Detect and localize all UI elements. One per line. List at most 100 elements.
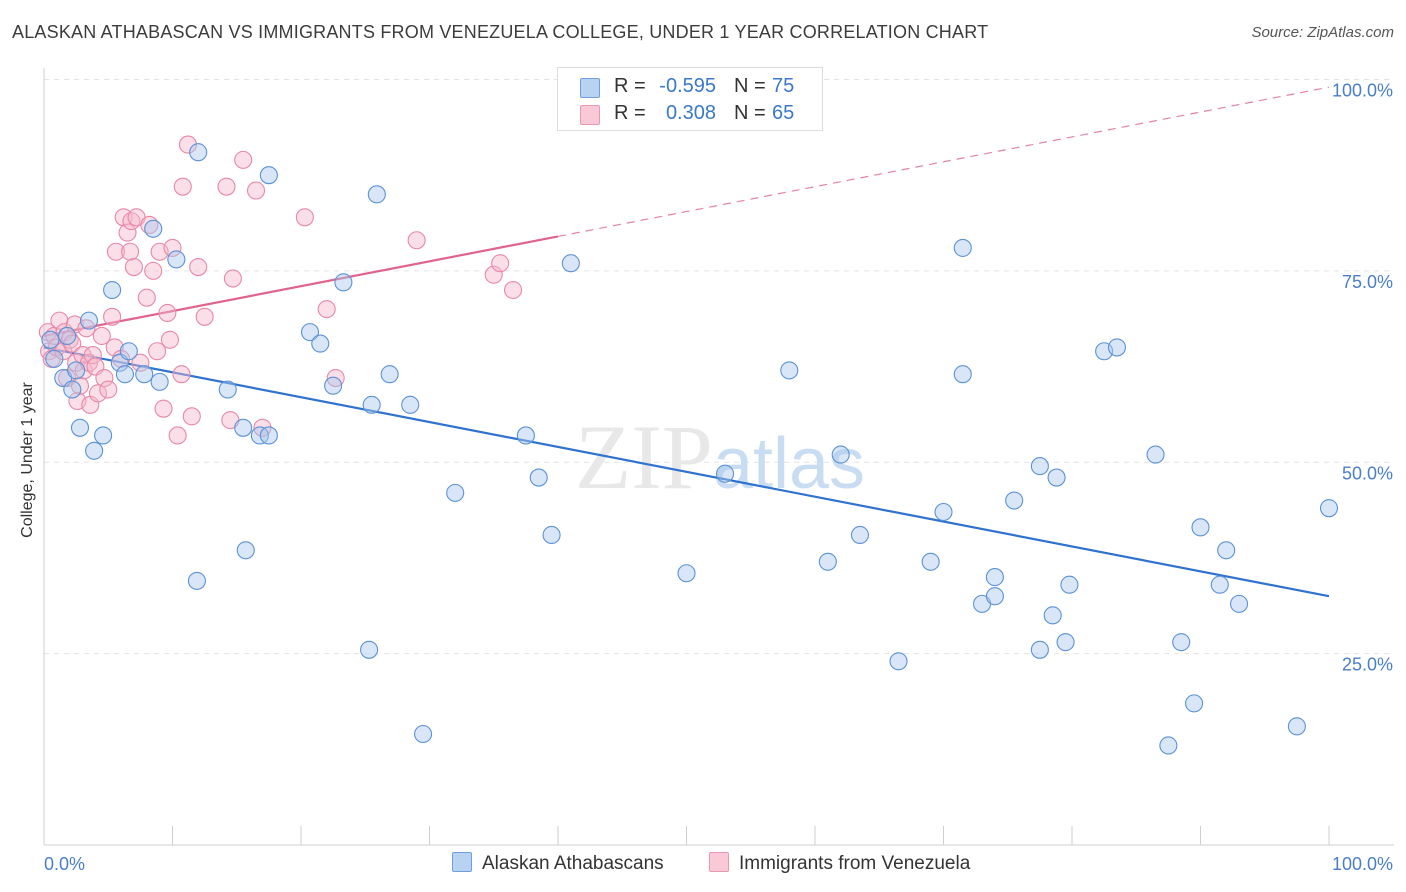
point-athabascan <box>324 376 343 395</box>
point-athabascan <box>677 564 696 583</box>
point-athabascan <box>187 571 206 590</box>
point-athabascan <box>831 445 850 464</box>
point-venezuela <box>106 242 126 261</box>
point-venezuela <box>83 346 102 365</box>
point-athabascan <box>218 380 237 399</box>
point-venezuela <box>154 399 173 418</box>
legend-swatch-blue <box>452 852 472 872</box>
point-athabascan <box>1146 445 1165 464</box>
point-athabascan <box>85 441 104 460</box>
point-athabascan <box>58 326 77 345</box>
y-tick-label: 75.0% <box>1342 272 1393 292</box>
point-athabascan <box>67 361 86 380</box>
point-athabascan <box>135 365 154 384</box>
point-athabascan <box>953 365 972 384</box>
point-venezuela <box>178 135 197 154</box>
point-athabascan <box>850 525 870 545</box>
point-athabascan <box>367 185 386 204</box>
point-athabascan <box>380 365 399 384</box>
y-tick-label: 100.0% <box>1332 81 1393 101</box>
point-venezuela <box>246 181 266 200</box>
point-athabascan <box>1030 640 1049 659</box>
point-athabascan <box>780 361 799 380</box>
point-venezuela <box>92 326 111 345</box>
point-venezuela <box>73 346 92 365</box>
point-athabascan <box>516 426 535 445</box>
series-legend: Alaskan Athabascans Immigrants from Vene… <box>0 852 1406 878</box>
point-venezuela <box>173 177 192 196</box>
point-athabascan <box>953 238 972 257</box>
point-athabascan <box>115 365 135 384</box>
point-athabascan <box>119 342 138 361</box>
point-venezuela <box>50 311 69 330</box>
point-venezuela <box>503 280 523 300</box>
point-athabascan <box>144 219 163 238</box>
legend-item-athabascan[interactable]: Alaskan Athabascans <box>452 852 664 875</box>
point-athabascan <box>818 552 837 571</box>
point-venezuela <box>168 426 187 445</box>
legend-item-venezuela[interactable]: Immigrants from Venezuela <box>709 852 970 875</box>
point-athabascan <box>715 464 735 483</box>
n-label: N = <box>734 75 766 97</box>
point-athabascan <box>561 254 580 273</box>
series-athabascan-points <box>41 143 1339 755</box>
watermark: ZIPatlas <box>575 406 865 508</box>
point-venezuela <box>121 242 140 261</box>
watermark-zip: ZIP <box>575 406 713 508</box>
point-athabascan <box>259 426 278 445</box>
point-athabascan <box>921 552 940 571</box>
trend-lines <box>43 86 1330 598</box>
point-athabascan <box>446 483 465 502</box>
point-athabascan <box>311 334 330 353</box>
x-tick-label: 0.0% <box>44 854 85 874</box>
point-athabascan <box>1030 457 1049 476</box>
trend-line-venezuela <box>43 235 559 338</box>
point-venezuela <box>118 223 137 242</box>
legend-label: Immigrants from Venezuela <box>739 853 971 874</box>
point-venezuela <box>195 307 214 326</box>
legend-row-venezuela: R = 0.308 N = 65 <box>558 102 822 128</box>
source-label: Source: ZipAtlas.com <box>1251 24 1394 41</box>
point-athabascan <box>889 652 908 671</box>
legend-row-athabascan: R = -0.595 N = 75 <box>558 75 822 101</box>
axes <box>43 68 1394 846</box>
legend-swatch-pink <box>709 852 729 872</box>
point-athabascan <box>934 502 953 522</box>
point-athabascan <box>1060 575 1079 594</box>
point-athabascan <box>103 280 122 300</box>
point-athabascan <box>1107 338 1127 357</box>
tick-labels: 25.0% 50.0% 75.0% 100.0% 0.0% 100.0% <box>44 81 1393 875</box>
point-athabascan <box>41 330 60 349</box>
point-venezuela <box>144 261 163 280</box>
point-venezuela <box>163 238 182 257</box>
point-athabascan <box>1005 491 1024 510</box>
point-venezuela <box>158 303 177 323</box>
point-athabascan <box>1191 518 1210 537</box>
point-venezuela <box>95 368 114 388</box>
legend-label: Alaskan Athabascans <box>482 853 664 874</box>
point-venezuela <box>67 353 86 372</box>
point-athabascan <box>542 525 561 545</box>
point-venezuela <box>189 257 208 277</box>
point-athabascan <box>1056 633 1075 652</box>
point-venezuela <box>234 150 253 169</box>
point-venezuela <box>137 288 156 307</box>
trend-line-athabascan <box>43 346 1330 598</box>
legend-swatch-blue <box>580 78 600 98</box>
point-athabascan <box>334 273 353 292</box>
legend-swatch-pink <box>580 105 600 125</box>
point-athabascan <box>236 541 255 560</box>
point-athabascan <box>362 395 381 414</box>
y-tick-label: 25.0% <box>1342 655 1393 675</box>
point-athabascan <box>45 349 64 368</box>
trend-extension-venezuela <box>557 86 1330 238</box>
y-tick-label: 50.0% <box>1342 463 1393 483</box>
point-venezuela <box>317 300 336 319</box>
r-value: 0.308 <box>665 102 716 124</box>
r-value: -0.595 <box>659 75 716 97</box>
point-athabascan <box>414 724 433 744</box>
point-athabascan <box>79 311 99 330</box>
point-athabascan <box>1185 694 1204 713</box>
point-athabascan <box>360 640 379 659</box>
